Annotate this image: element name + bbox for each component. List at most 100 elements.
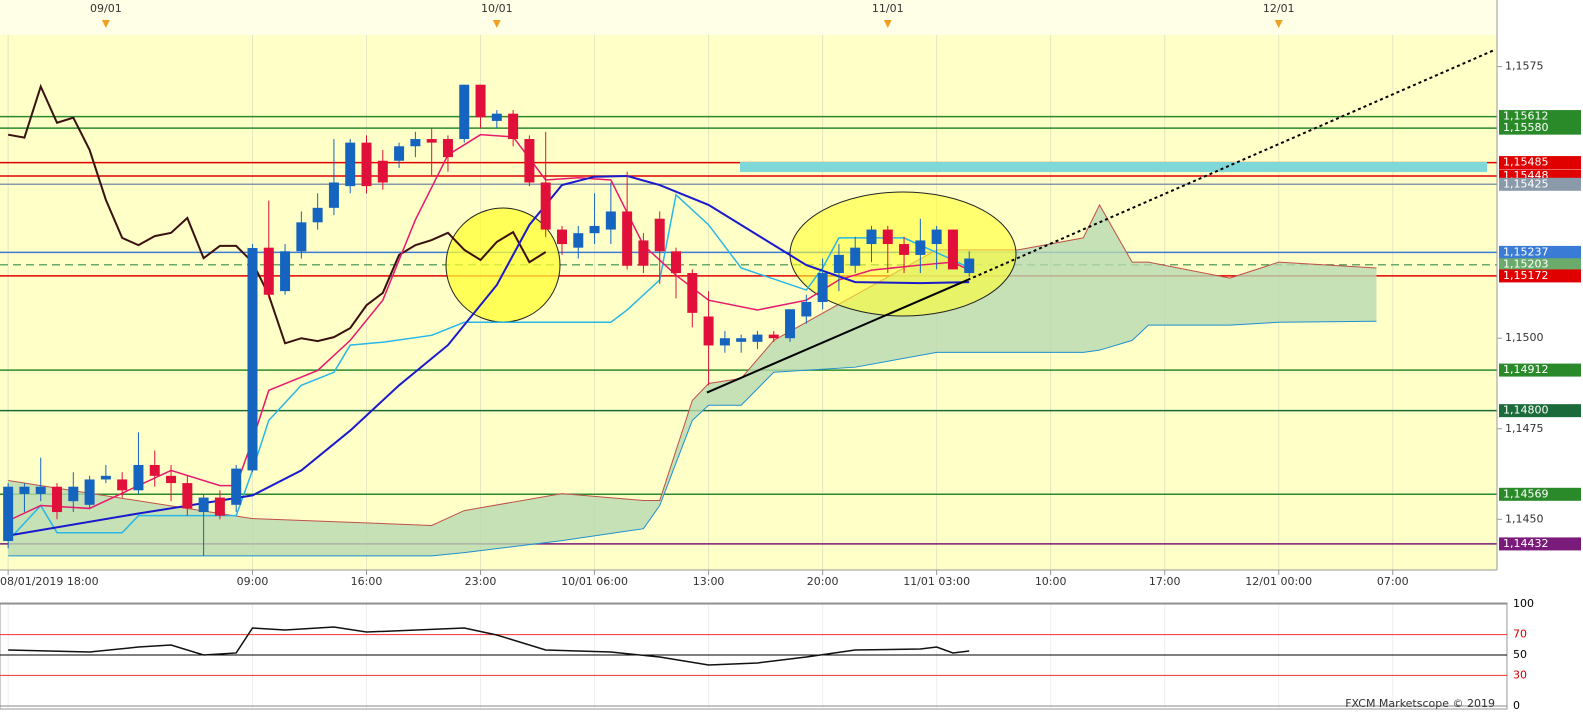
x-tick-label: 13:00	[693, 575, 725, 588]
candle-body	[915, 240, 926, 255]
date-label: 09/01	[90, 2, 122, 15]
rsi-line	[8, 626, 970, 666]
x-tick-label: 10:00	[1035, 575, 1067, 588]
level-label-box	[1499, 245, 1581, 259]
candle-body	[719, 338, 730, 346]
candle-body	[394, 146, 405, 161]
y-tick-label: 1,1575	[1505, 60, 1544, 73]
candle-body	[850, 247, 861, 266]
x-tick-label: 11/01 03:00	[903, 575, 970, 588]
date-label: 10/01	[481, 2, 513, 15]
level-label-box	[1499, 156, 1581, 170]
candle-body	[214, 497, 225, 516]
y-tick-label: 1,1500	[1505, 331, 1544, 344]
rsi-tick-label: 0	[1513, 699, 1520, 712]
x-tick-label: 12/01 00:00	[1245, 575, 1312, 588]
date-label: 11/01	[872, 2, 904, 15]
candle-body	[752, 334, 763, 342]
level-label: 1,14569	[1503, 487, 1549, 500]
indicator-line	[7, 174, 970, 537]
level-label: 1,15237	[1503, 245, 1549, 258]
candle-body	[964, 258, 975, 274]
cloud-lower	[8, 320, 1377, 557]
candle-body	[149, 464, 160, 476]
x-tick-label: 08/01/2019 18:00	[0, 575, 99, 588]
x-tick-label: 10/01 06:00	[561, 575, 628, 588]
candle-body	[736, 338, 747, 342]
date-marker	[101, 20, 110, 28]
candle-body	[605, 211, 616, 230]
candle-body	[442, 139, 453, 158]
level-label-box	[1499, 258, 1581, 272]
x-tick-label: 23:00	[465, 575, 497, 588]
candle-body	[100, 475, 111, 480]
candle-body	[133, 464, 144, 491]
candle-body	[345, 142, 356, 187]
candle-body	[377, 160, 388, 183]
level-label: 1,14912	[1503, 363, 1549, 376]
candle-body	[68, 486, 79, 502]
candle-body	[247, 248, 258, 471]
level-label: 1,15425	[1503, 177, 1549, 190]
candle-body	[280, 251, 291, 292]
level-label-box	[1499, 269, 1581, 283]
candle-body	[491, 113, 502, 121]
candle-body	[426, 139, 437, 143]
candle-body	[768, 334, 779, 339]
level-label-box	[1499, 177, 1581, 191]
candle-body	[312, 207, 323, 223]
candle-body	[654, 218, 665, 252]
candle-body	[263, 247, 274, 295]
candle-body	[84, 479, 95, 505]
level-label: 1,15580	[1503, 121, 1549, 134]
candle-body	[589, 225, 600, 234]
candle-body	[52, 486, 63, 513]
level-label-box	[1499, 537, 1581, 551]
candle-body	[540, 182, 551, 230]
candle-body	[931, 229, 942, 245]
trendline	[706, 278, 968, 394]
level-label: 1,14800	[1503, 404, 1549, 417]
candle-body	[947, 229, 958, 270]
footer: FXCM Marketscope © 2019	[1345, 697, 1495, 710]
date-marker	[883, 20, 892, 28]
level-label: 1,15612	[1503, 110, 1549, 123]
x-tick-label: 16:00	[351, 575, 383, 588]
candle-body	[556, 229, 567, 245]
candle-body	[899, 244, 910, 255]
candle-body	[410, 139, 421, 147]
level-label-box	[1499, 110, 1581, 124]
level-label: 1,14432	[1503, 537, 1549, 550]
candle-body	[638, 240, 649, 266]
level-label: 1,15485	[1503, 156, 1549, 169]
level-label: 1,15172	[1503, 269, 1549, 282]
level-label-box	[1499, 363, 1581, 377]
y-tick-label: 1,1450	[1505, 512, 1544, 525]
candle-body	[117, 479, 128, 491]
x-tick-label: 20:00	[807, 575, 839, 588]
candle-body	[524, 139, 535, 183]
top-band	[0, 0, 1497, 35]
date-label: 12/01	[1263, 2, 1295, 15]
candle-body	[231, 468, 242, 505]
candle-body	[801, 302, 812, 317]
candle-body	[703, 316, 714, 346]
candle-body	[687, 273, 698, 313]
zone	[740, 162, 1487, 172]
rsi-tick-label: 50	[1513, 648, 1527, 661]
candle-body	[475, 84, 486, 118]
candle-body	[19, 486, 30, 494]
candle-body	[622, 211, 633, 266]
cloud	[8, 204, 1377, 556]
candle-body	[459, 84, 470, 140]
indicator-line	[7, 193, 970, 542]
y-tick-label: 1,1475	[1505, 422, 1544, 435]
candle-body	[3, 486, 14, 542]
x-tick-label: 09:00	[237, 575, 269, 588]
date-marker	[492, 20, 501, 28]
candle-body	[866, 229, 877, 245]
candle-body	[817, 273, 828, 302]
candle-body	[785, 309, 796, 339]
